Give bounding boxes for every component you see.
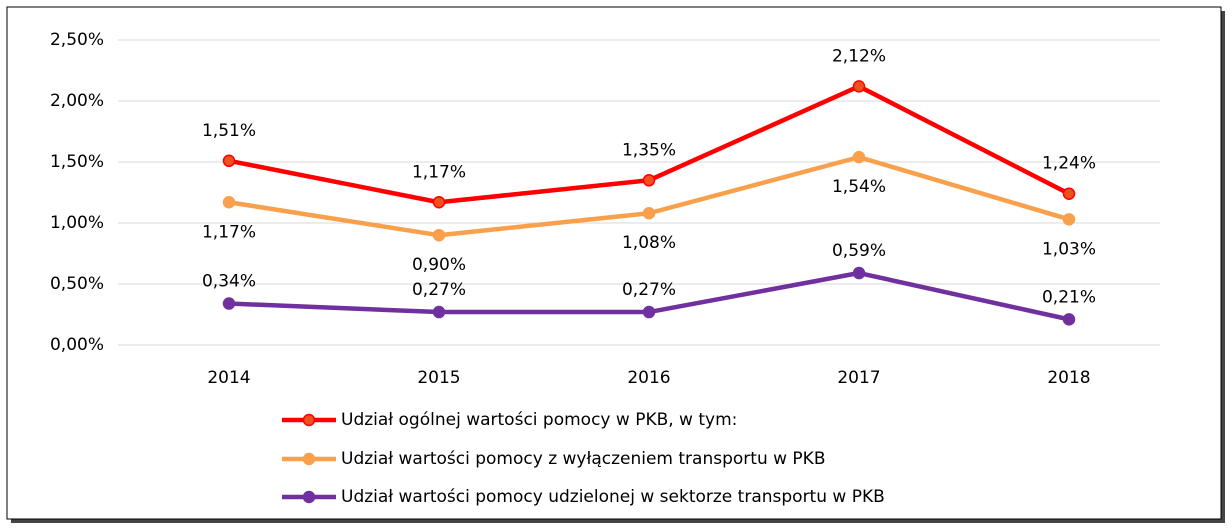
legend-marker xyxy=(302,490,316,504)
marker xyxy=(642,206,656,220)
marker xyxy=(432,196,446,209)
data-label: 0,21% xyxy=(1042,287,1096,307)
legend-label: Udział wartości pomocy udzielonej w sekt… xyxy=(341,487,885,507)
x-tick-label: 2017 xyxy=(837,368,880,388)
marker xyxy=(432,228,446,242)
legend-label: Udział wartości pomocy z wyłączeniem tra… xyxy=(341,449,826,469)
data-label: 1,03% xyxy=(1042,239,1096,259)
legend-label: Udział ogólnej wartości pomocy w PKB, w … xyxy=(341,410,737,430)
x-tick-label: 2018 xyxy=(1047,368,1090,388)
data-label: 1,54% xyxy=(832,177,886,197)
marker xyxy=(642,305,656,319)
y-tick-label: 1,00% xyxy=(50,213,104,233)
data-label: 0,90% xyxy=(412,255,466,275)
y-tick-label: 1,50% xyxy=(50,152,104,172)
marker xyxy=(1062,187,1076,200)
marker xyxy=(852,80,866,93)
data-label: 1,51% xyxy=(202,121,256,141)
marker xyxy=(222,196,236,209)
data-label: 0,59% xyxy=(832,241,886,261)
marker xyxy=(642,174,656,187)
x-tick-label: 2015 xyxy=(417,368,460,388)
legend-marker xyxy=(302,452,316,466)
data-label: 0,27% xyxy=(622,280,676,300)
y-tick-label: 2,00% xyxy=(50,91,104,111)
data-label: 1,35% xyxy=(622,140,676,160)
marker xyxy=(222,297,236,310)
marker xyxy=(852,150,866,164)
data-label: 0,34% xyxy=(202,272,256,292)
data-label: 1,17% xyxy=(202,222,256,242)
legend-marker xyxy=(302,413,316,427)
y-tick-label: 0,00% xyxy=(50,335,104,355)
x-tick-label: 2016 xyxy=(627,368,670,388)
data-label: 1,17% xyxy=(412,162,466,182)
y-tick-label: 0,50% xyxy=(50,274,104,294)
data-label: 1,24% xyxy=(1042,154,1096,174)
x-tick-label: 2014 xyxy=(207,368,250,388)
marker xyxy=(852,266,866,280)
marker xyxy=(1062,213,1076,226)
data-label: 1,08% xyxy=(622,233,676,253)
data-label: 2,12% xyxy=(832,46,886,66)
frame xyxy=(6,6,1222,520)
marker xyxy=(222,154,236,168)
marker xyxy=(1062,313,1076,326)
marker xyxy=(432,305,446,319)
data-label: 0,27% xyxy=(412,280,466,300)
y-tick-label: 2,50% xyxy=(50,30,104,50)
